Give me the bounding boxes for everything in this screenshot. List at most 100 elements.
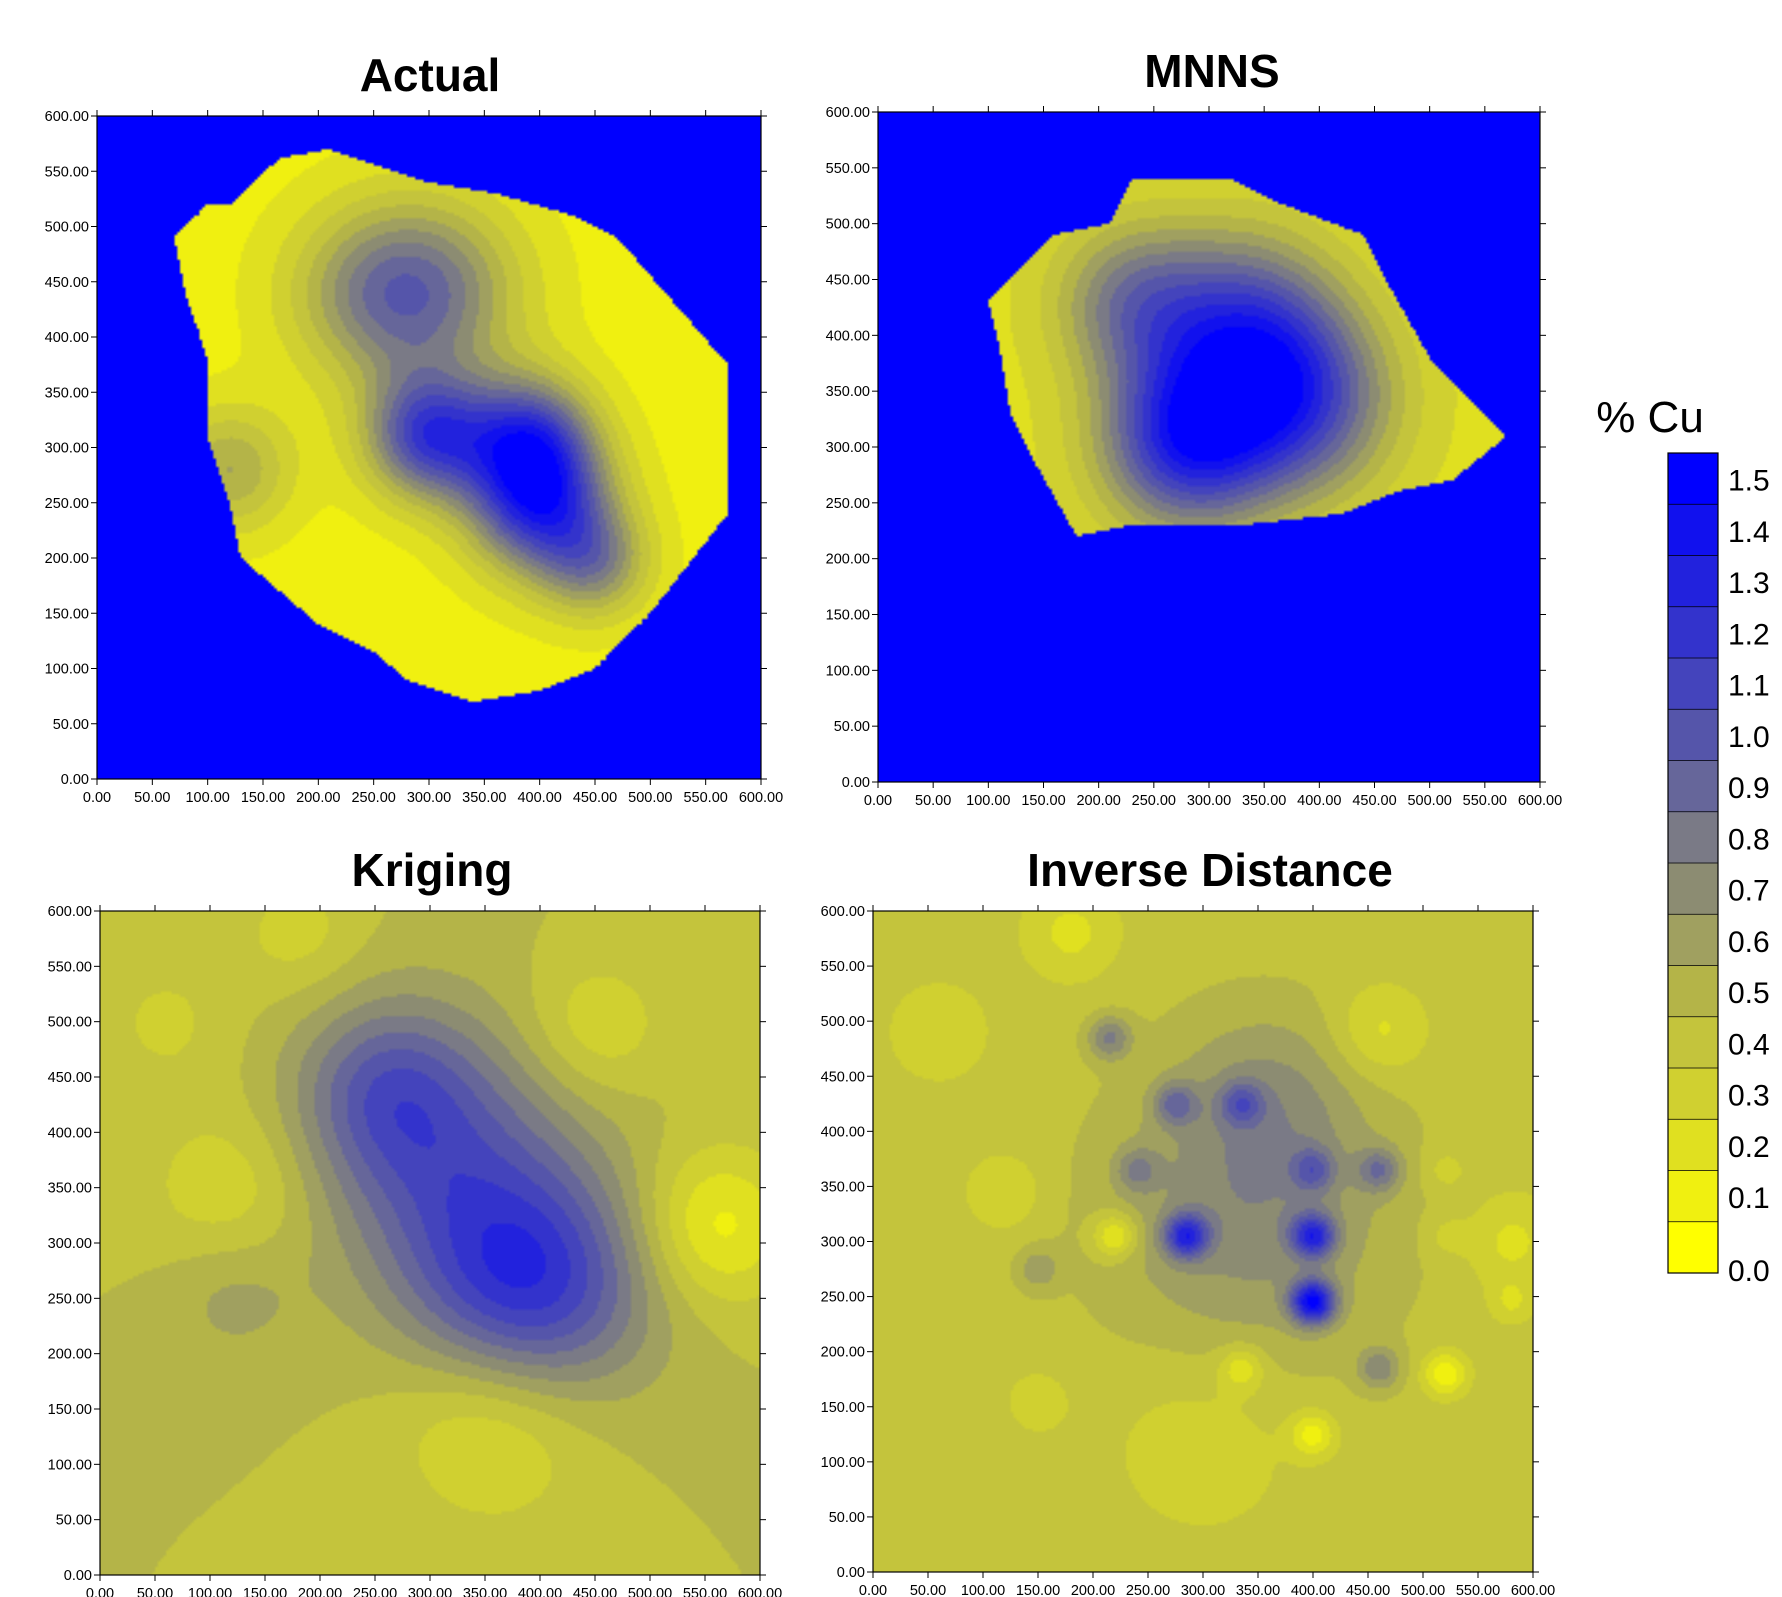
panels-group: Actual 0.00 0.00 50.00 50.00 100.00 100.00 150.… — [45, 45, 1563, 1597]
colorbar-label: 0.0 — [1728, 1255, 1770, 1288]
y-tick-label: 100.00 — [45, 662, 89, 678]
contour-field — [97, 116, 761, 779]
colorbar: % Cu 1.5 1.4 1.3 1.2 1.1 1.0 0.9 0.8 0.7 0.6 0.5 0.… — [1596, 393, 1770, 1288]
y-tick-label: 550.00 — [826, 161, 870, 177]
x-tick-label: 250.00 — [353, 1586, 397, 1597]
y-tick-label: 400.00 — [48, 1125, 92, 1141]
colorbar-label: 0.1 — [1728, 1182, 1770, 1215]
colorbar-label: 0.7 — [1728, 875, 1770, 908]
y-tick-label: 550.00 — [48, 959, 92, 975]
x-tick-label: 50.00 — [910, 1583, 946, 1597]
panel-title: Kriging — [352, 844, 513, 896]
x-tick-label: 150.00 — [1016, 1583, 1060, 1597]
y-tick-label: 500.00 — [821, 1014, 865, 1030]
x-tick-label: 300.00 — [1181, 1583, 1225, 1597]
y-tick-label: 0.00 — [61, 772, 89, 788]
y-tick-label: 250.00 — [826, 496, 870, 512]
x-tick-label: 200.00 — [1076, 793, 1120, 809]
x-tick-label: 600.00 — [738, 1586, 782, 1597]
panel-kriging: Kriging 0.00 0.00 50.00 50.00 100.00 100.00 150… — [48, 844, 783, 1597]
contour-field — [100, 911, 760, 1575]
x-tick-label: 250.00 — [1126, 1583, 1170, 1597]
colorbar-swatch — [1668, 1068, 1718, 1120]
x-tick-label: 450.00 — [1352, 793, 1396, 809]
panel-inverse-distance: Inverse Distance 0.00 0.00 50.00 50.00 100.00… — [821, 844, 1556, 1597]
y-tick-label: 550.00 — [45, 164, 89, 180]
colorbar-label: 0.5 — [1728, 977, 1770, 1010]
y-tick-label: 300.00 — [48, 1236, 92, 1252]
x-tick-label: 0.00 — [86, 1586, 114, 1597]
colorbar-swatch — [1668, 658, 1718, 710]
y-tick-label: 600.00 — [48, 904, 92, 920]
x-tick-label: 500.00 — [1401, 1583, 1445, 1597]
y-tick-label: 600.00 — [826, 105, 870, 121]
colorbar-swatch — [1668, 1016, 1718, 1069]
panel-title: Actual — [360, 49, 501, 101]
colorbar-swatch — [1668, 606, 1718, 659]
colorbar-label: 0.8 — [1728, 823, 1770, 856]
y-tick-label: 500.00 — [48, 1015, 92, 1031]
x-tick-label: 100.00 — [188, 1586, 232, 1597]
x-tick-label: 500.00 — [628, 1586, 672, 1597]
panel-actual: Actual 0.00 0.00 50.00 50.00 100.00 100.00 150.… — [45, 49, 784, 806]
y-tick-label: 600.00 — [45, 109, 89, 125]
colorbar-label: 0.9 — [1728, 772, 1770, 805]
x-tick-label: 600.00 — [1511, 1583, 1555, 1597]
x-tick-label: 0.00 — [859, 1583, 887, 1597]
y-tick-label: 150.00 — [45, 606, 89, 622]
panel-title: MNNS — [1144, 45, 1279, 97]
colorbar-swatch — [1668, 453, 1718, 505]
colorbar-swatch — [1668, 811, 1718, 864]
y-tick-label: 400.00 — [821, 1124, 865, 1140]
x-tick-label: 400.00 — [1291, 1583, 1335, 1597]
x-tick-label: 0.00 — [864, 793, 892, 809]
colorbar-frame — [1667, 452, 1719, 1274]
x-tick-label: 100.00 — [185, 790, 229, 806]
x-tick-label: 350.00 — [1242, 793, 1286, 809]
y-tick-label: 450.00 — [45, 275, 89, 291]
x-tick-label: 200.00 — [1071, 1583, 1115, 1597]
x-tick-label: 150.00 — [1021, 793, 1065, 809]
x-tick-label: 400.00 — [1297, 793, 1341, 809]
colorbar-label: 0.4 — [1728, 1028, 1770, 1061]
panel-mnns: MNNS 0.00 0.00 50.00 50.00 100.00 100.00 150.00… — [826, 45, 1563, 809]
y-tick-label: 500.00 — [826, 217, 870, 233]
colorbar-swatch — [1668, 965, 1718, 1018]
colorbar-label: 1.3 — [1728, 567, 1770, 600]
colorbar-swatch — [1668, 863, 1718, 915]
y-tick-label: 250.00 — [45, 496, 89, 512]
y-tick-label: 350.00 — [45, 385, 89, 401]
colorbar-swatch — [1668, 1119, 1718, 1171]
x-tick-label: 50.00 — [134, 790, 170, 806]
colorbar-swatch — [1668, 1221, 1718, 1274]
x-tick-label: 400.00 — [517, 790, 561, 806]
x-tick-label: 300.00 — [1187, 793, 1231, 809]
y-tick-label: 550.00 — [821, 959, 865, 975]
x-tick-label: 150.00 — [243, 1586, 287, 1597]
y-tick-label: 50.00 — [834, 719, 870, 735]
y-tick-label: 250.00 — [821, 1290, 865, 1306]
y-tick-label: 400.00 — [45, 330, 89, 346]
colorbar-swatch — [1668, 914, 1718, 966]
y-tick-label: 350.00 — [48, 1181, 92, 1197]
colorbar-swatch — [1668, 709, 1718, 761]
x-tick-label: 300.00 — [407, 790, 451, 806]
y-tick-label: 100.00 — [826, 663, 870, 679]
colorbar-label: 1.2 — [1728, 618, 1770, 651]
y-tick-label: 200.00 — [48, 1347, 92, 1363]
x-tick-label: 200.00 — [298, 1586, 342, 1597]
x-tick-label: 50.00 — [137, 1586, 173, 1597]
y-tick-label: 250.00 — [48, 1291, 92, 1307]
y-tick-label: 450.00 — [48, 1070, 92, 1086]
x-tick-label: 100.00 — [966, 793, 1010, 809]
contour-field — [873, 911, 1533, 1572]
x-tick-label: 550.00 — [1456, 1583, 1500, 1597]
panel-title: Inverse Distance — [1027, 844, 1393, 896]
colorbar-swatch — [1668, 760, 1718, 813]
y-tick-label: 300.00 — [45, 441, 89, 457]
x-tick-label: 350.00 — [462, 790, 506, 806]
colorbar-label: 0.2 — [1728, 1131, 1770, 1164]
y-tick-label: 450.00 — [821, 1069, 865, 1085]
x-tick-label: 350.00 — [463, 1586, 507, 1597]
